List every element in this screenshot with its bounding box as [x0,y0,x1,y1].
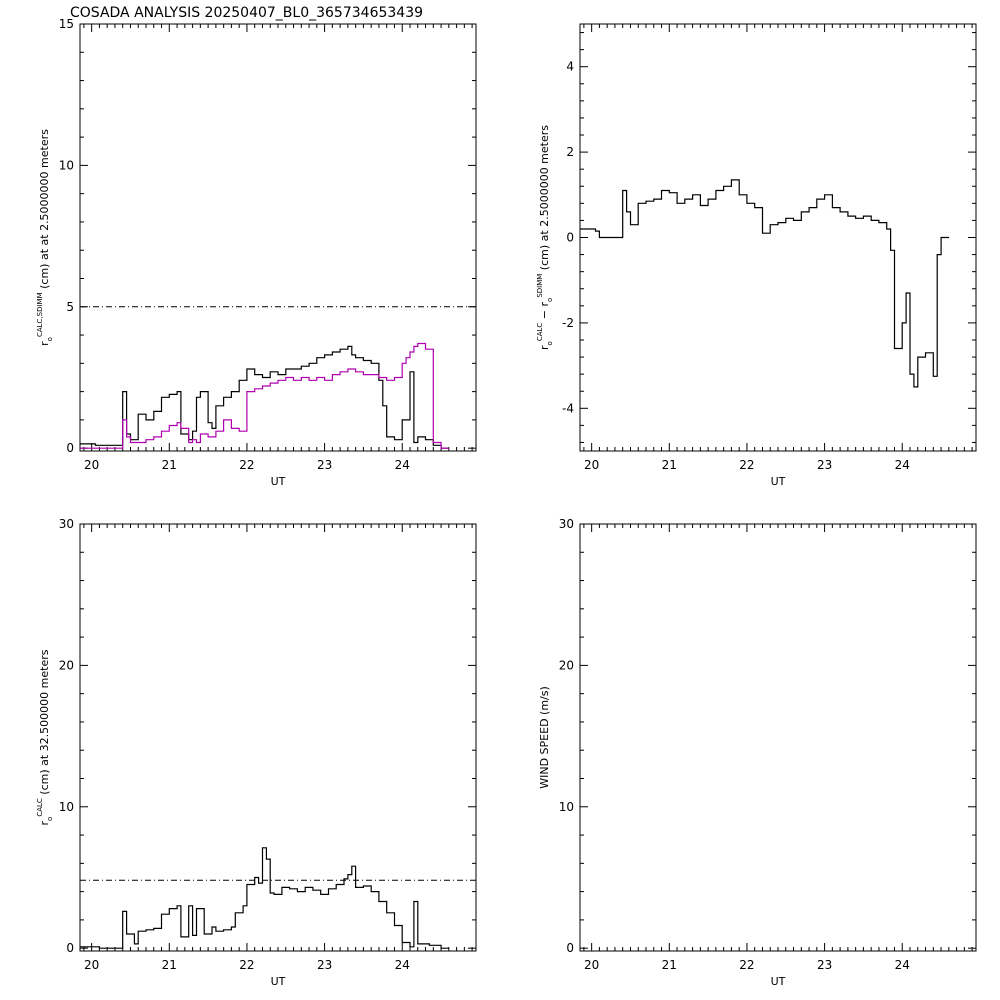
y-axis-label-subscript-2: o [546,298,554,302]
y-tick-label: 15 [59,17,74,31]
x-tick-label: 22 [739,958,754,972]
x-axis-label: UT [771,975,786,988]
y-tick-label: 2 [566,145,574,159]
y-axis-label-subscript: o [46,337,54,341]
y-tick-label: 30 [59,517,74,531]
x-tick-label: 24 [395,458,410,472]
y-tick-label: 0 [566,231,574,245]
x-tick-label: 23 [317,458,332,472]
series-line-1 [580,179,949,388]
y-tick-label: 5 [66,300,74,314]
x-tick-label: 23 [817,958,832,972]
y-tick-label: 10 [559,800,574,814]
y-tick-label: 20 [559,658,574,672]
x-tick-label: 24 [395,958,410,972]
plot-frame [79,23,477,452]
y-axis-label-subscript: o [546,341,554,345]
y-axis-label: WIND SPEED (m/s) [538,686,551,789]
y-axis-label: roCALC − roSDIMM (cm) at 2.5000000 meter… [536,125,554,350]
y-tick-label: 4 [566,60,574,74]
y-tick-label: -2 [562,316,574,330]
y-axis-label-text: (cm) at at 2.5000000 meters [38,129,51,293]
y-tick-label: 10 [59,158,74,172]
y-tick-label: 10 [59,800,74,814]
x-tick-label: 21 [662,958,677,972]
x-tick-label: 20 [584,958,599,972]
y-tick-label: 0 [66,941,74,955]
y-axis-label: roCALC (cm) at 32.500000 meters [36,649,54,825]
x-tick-label: 24 [895,958,910,972]
y-axis-label-superscript: CALC [536,323,544,342]
series-line-2 [80,342,449,449]
y-tick-label: 0 [566,941,574,955]
x-tick-label: 20 [84,458,99,472]
y-axis-label-text: (cm) at 32.500000 meters [38,649,51,798]
x-tick-label: 22 [239,958,254,972]
y-axis-label-superscript: CALC,SDIMM [36,292,44,337]
panel-bottom-right: 20 21 22 23 24 0 10 20 30 UT WIND SPEED (m/s) [538,517,977,988]
x-axis-label: UT [271,475,286,488]
figure-title: COSADA ANALYSIS 20250407_BL0_36573465343… [70,5,423,21]
y-tick-label: -4 [562,401,574,415]
panel-bottom-left: 20 21 22 23 24 0 10 20 30 UT roCALC (cm) at 32.500… [36,517,477,988]
y-axis-label-subscript: o [46,817,54,821]
x-tick-label: 21 [662,458,677,472]
x-tick-label: 23 [817,458,832,472]
plot-frame [579,523,977,952]
x-axis-label: UT [771,475,786,488]
y-axis-label-minus: − r [538,302,551,323]
x-tick-label: 22 [239,458,254,472]
y-tick-label: 0 [66,441,74,455]
y-axis-label-symbol: r [38,341,51,346]
plot-frame [79,523,477,952]
series-line-1 [80,345,449,449]
x-tick-label: 21 [162,458,177,472]
y-axis-label-symbol: r [538,345,551,350]
y-axis-label-text: (cm) at 2.5000000 meters [538,125,551,274]
y-axis-label-symbol: r [38,821,51,826]
x-tick-label: 21 [162,958,177,972]
y-tick-label: 20 [59,658,74,672]
x-tick-label: 20 [84,958,99,972]
y-axis-label: roCALC,SDIMM (cm) at at 2.5000000 meters [36,129,54,346]
y-axis-label-superscript-2: SDIMM [536,274,544,298]
series-line-1 [80,847,449,949]
x-tick-label: 24 [895,458,910,472]
y-axis-label-superscript: CALC [36,798,44,817]
panel-top-left: 20 21 22 23 24 0 5 10 15 UT roCALC,SDIMM (cm) at a… [36,17,477,488]
x-tick-label: 22 [739,458,754,472]
y-tick-label: 30 [559,517,574,531]
x-axis-label: UT [271,975,286,988]
x-tick-label: 20 [584,458,599,472]
x-tick-label: 23 [317,958,332,972]
